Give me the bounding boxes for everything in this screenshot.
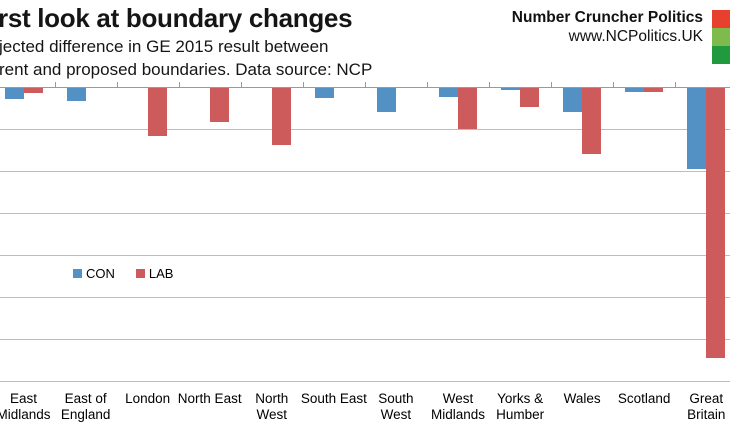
axis-tick — [303, 82, 304, 88]
legend-item-lab: LAB — [135, 266, 174, 281]
x-axis-label-scotland: Scotland — [617, 391, 671, 406]
x-axis-label-great-britain: Great Britain — [687, 391, 726, 422]
lab-swatch-icon — [135, 269, 145, 278]
bar-con-wales — [563, 88, 583, 112]
axis-tick — [55, 82, 56, 88]
axis-tick — [241, 82, 242, 88]
axis-tick — [675, 82, 676, 88]
bar-lab-wales — [582, 88, 602, 154]
chart-subtitle-line1: jected difference in GE 2015 result betw… — [0, 37, 329, 56]
x-axis-label-south-east: South East — [300, 391, 367, 406]
gridline — [0, 213, 730, 214]
axis-tick — [613, 82, 614, 88]
logo-square-red — [712, 10, 730, 28]
x-axis-label-east-of-england: East of England — [60, 391, 111, 422]
bar-lab-london — [147, 88, 167, 136]
legend-label-con: CON — [86, 266, 115, 281]
bar-con-east-midlands — [4, 88, 24, 99]
x-axis-label-east-midlands: East Midlands — [0, 391, 51, 422]
x-axis-label-north-east: North East — [177, 391, 242, 406]
bar-con-south-east — [314, 88, 334, 99]
bar-lab-yorks-humber — [520, 88, 540, 107]
bar-lab-west-midlands — [458, 88, 477, 130]
x-axis-label-west-midlands: West Midlands — [430, 391, 486, 422]
x-axis-label-north-west: North West — [255, 391, 289, 422]
gridline — [0, 255, 730, 256]
gridline — [0, 297, 730, 298]
chart-subtitle-line2: rent and proposed boundaries. Data sourc… — [0, 60, 373, 79]
logo-square-darkgreen — [712, 46, 730, 64]
bar-con-south-west — [376, 88, 396, 112]
axis-tick — [551, 82, 552, 88]
x-axis-label-wales: Wales — [563, 391, 601, 406]
x-axis-label-london: London — [125, 391, 171, 406]
chart-legend: CON LAB — [73, 266, 173, 281]
legend-item-con: CON — [73, 266, 115, 281]
bar-con-great-britain — [687, 88, 707, 170]
bar-con-west-midlands — [439, 88, 458, 97]
brand-block: Number Cruncher Politics www.NCPolitics.… — [512, 8, 703, 46]
gridline — [0, 171, 730, 172]
bar-lab-great-britain — [706, 88, 726, 359]
axis-tick — [179, 82, 180, 88]
bar-lab-north-east — [209, 88, 229, 122]
bar-lab-scotland — [644, 88, 664, 93]
x-axis-label-south-west: South West — [378, 391, 414, 422]
axis-tick — [427, 82, 428, 88]
brand-url: www.NCPolitics.UK — [568, 28, 703, 45]
brand-name: Number Cruncher Politics — [511, 9, 703, 26]
bar-lab-north-west — [271, 88, 291, 146]
axis-tick — [489, 82, 490, 88]
bar-con-east-of-england — [66, 88, 86, 101]
bar-con-yorks-humber — [501, 88, 521, 91]
bar-con-scotland — [625, 88, 645, 93]
con-swatch-icon — [73, 269, 82, 278]
logo-square-lightgreen — [712, 28, 730, 46]
bar-lab-east-midlands — [23, 88, 43, 93]
legend-label-lab: LAB — [148, 266, 174, 281]
axis-tick — [365, 82, 366, 88]
chart-title: rst look at boundary changes — [0, 3, 353, 33]
gridline — [0, 339, 730, 340]
gridline — [0, 381, 730, 382]
gridline — [0, 129, 730, 130]
axis-tick — [117, 82, 118, 88]
ncp-logo-icon — [712, 10, 730, 64]
x-axis-label-yorks-humber: Yorks & Humber — [496, 391, 545, 422]
